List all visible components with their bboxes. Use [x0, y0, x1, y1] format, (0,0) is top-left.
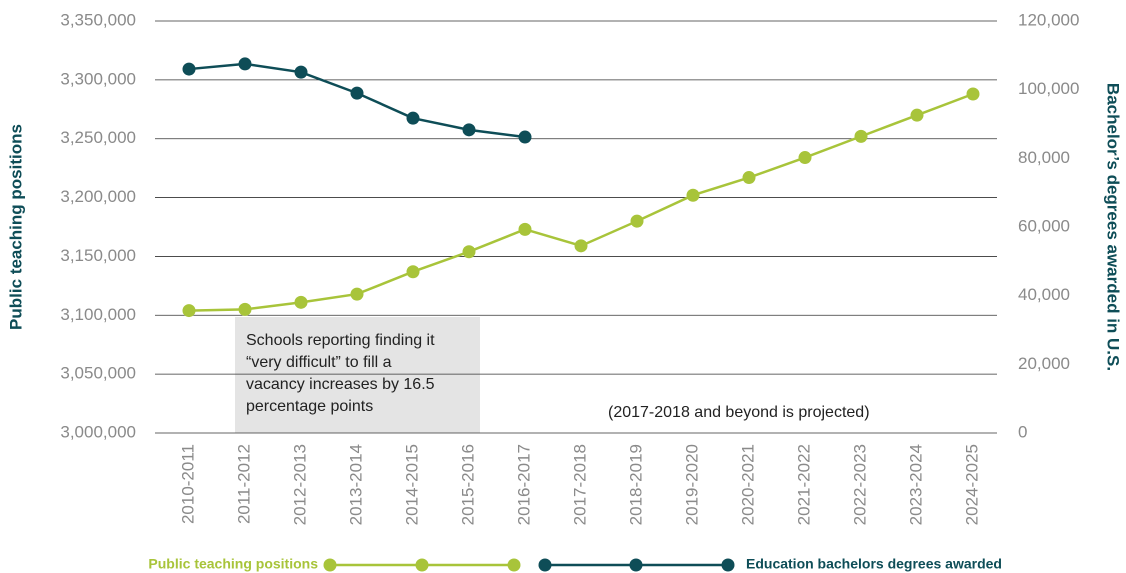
legend-marker [538, 558, 552, 572]
annotation-box [235, 317, 480, 433]
x-tick-label: 2011-2012 [234, 444, 253, 524]
y2-tick-label: 20,000 [1018, 354, 1070, 373]
x-tick-label: 2022-2023 [850, 444, 869, 525]
data-point [406, 111, 420, 125]
x-tick-label: 2023-2024 [906, 444, 925, 525]
data-point [406, 265, 420, 279]
y2-tick-label: 100,000 [1018, 79, 1079, 98]
x-tick-label: 2015-2016 [458, 444, 477, 525]
y-axis-title: Public teaching positions [6, 124, 25, 330]
legend-label: Public teaching positions [148, 556, 318, 572]
data-point [182, 304, 196, 318]
data-point [238, 57, 252, 71]
x-tick-label: 2013-2014 [346, 444, 365, 525]
x-tick-label: 2019-2020 [682, 444, 701, 525]
data-point [686, 188, 700, 202]
y2-tick-label: 120,000 [1018, 10, 1079, 29]
y2-tick-label: 60,000 [1018, 216, 1070, 235]
y-tick-label: 3,200,000 [60, 187, 136, 206]
y2-tick-label: 80,000 [1018, 148, 1070, 167]
series-line [188, 92, 974, 312]
projection-note: (2017-2018 and beyond is projected) [608, 404, 870, 421]
data-point [518, 222, 532, 236]
series-line [188, 62, 526, 139]
data-point [182, 62, 196, 76]
x-tick-label: 2017-2018 [570, 444, 589, 525]
x-tick-label: 2024-2025 [962, 444, 981, 525]
y-tick-label: 3,100,000 [60, 305, 136, 324]
data-point [966, 87, 980, 101]
data-point [798, 151, 812, 165]
legend-marker [415, 558, 429, 572]
legend-marker [721, 558, 735, 572]
data-point [910, 108, 924, 122]
data-point [294, 65, 308, 79]
y-tick-label: 3,350,000 [60, 10, 136, 29]
data-point [462, 123, 476, 137]
x-tick-label: 2010-2011 [178, 444, 197, 524]
annotation-text: Schools reporting finding it [246, 332, 435, 349]
x-tick-label: 2020-2021 [738, 444, 757, 525]
y-tick-label: 3,000,000 [60, 422, 136, 441]
x-tick-label: 2021-2022 [794, 444, 813, 525]
data-point [294, 295, 308, 309]
data-point [462, 245, 476, 259]
x-tick-label: 2012-2013 [290, 444, 309, 525]
y-tick-label: 3,250,000 [60, 128, 136, 147]
data-point [854, 129, 868, 143]
annotation-text: percentage points [246, 398, 373, 415]
legend-marker [507, 558, 521, 572]
data-point [574, 239, 588, 253]
data-point [350, 287, 364, 301]
legend-marker [323, 558, 337, 572]
annotation-text: vacancy increases by 16.5 [246, 376, 435, 393]
data-point [518, 130, 532, 144]
y-tick-label: 3,150,000 [60, 246, 136, 265]
y2-tick-label: 0 [1018, 422, 1027, 441]
y2-tick-label: 40,000 [1018, 285, 1070, 304]
y-tick-label: 3,050,000 [60, 364, 136, 383]
data-point [742, 171, 756, 185]
x-tick-label: 2014-2015 [402, 444, 421, 525]
y2-axis-title: Bachelor’s degrees awarded in U.S. [1104, 83, 1123, 371]
x-tick-label: 2018-2019 [626, 444, 645, 525]
data-point [238, 302, 252, 316]
annotation-text: “very difficult” to fill a [246, 354, 392, 371]
x-tick-label: 2016-2017 [514, 444, 533, 525]
legend-marker [629, 558, 643, 572]
data-point [630, 214, 644, 228]
data-point [350, 86, 364, 100]
y-tick-label: 3,300,000 [60, 69, 136, 88]
legend-label: Education bachelors degrees awarded [746, 556, 1002, 572]
